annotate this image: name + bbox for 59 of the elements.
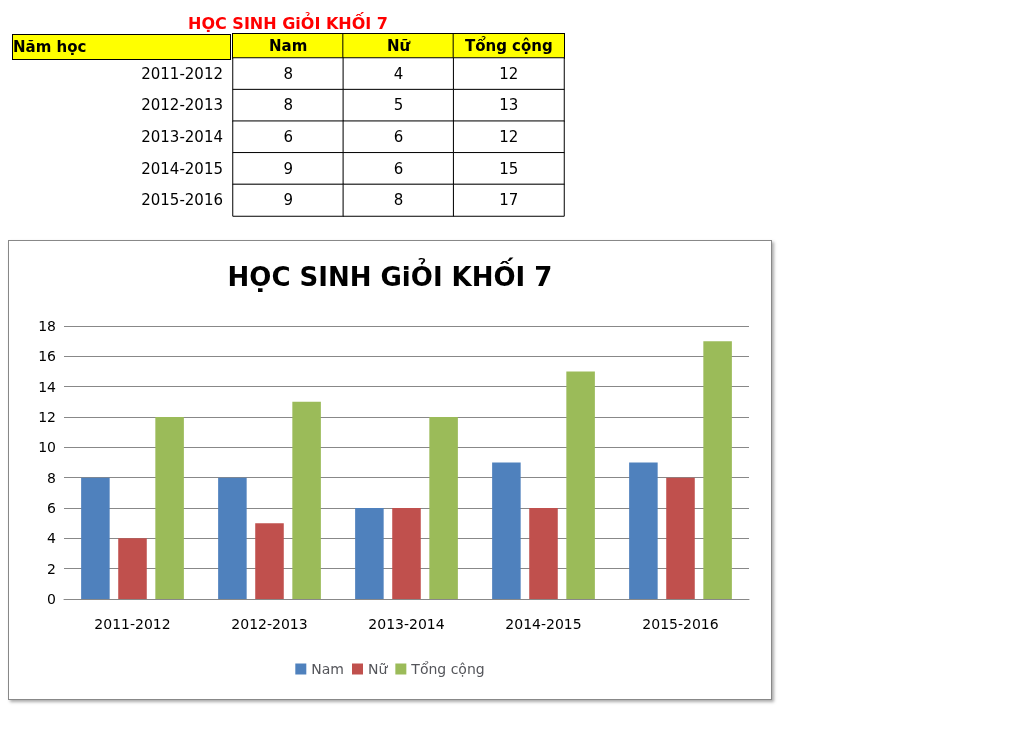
y-tick-label: 2014-2015 bbox=[141, 159, 223, 178]
legend-label: Tổng cộng bbox=[410, 661, 485, 677]
bar bbox=[703, 341, 732, 599]
data-label: 6 bbox=[393, 128, 404, 146]
data-label: 8 bbox=[283, 96, 293, 115]
data-label: 9 bbox=[283, 159, 293, 178]
bar bbox=[292, 401, 321, 599]
y-tick-label: 18 bbox=[38, 318, 56, 334]
x-tick-label: 2012-2013 bbox=[231, 616, 308, 632]
x-tick-label: 2014-2015 bbox=[505, 616, 582, 632]
bar bbox=[492, 462, 521, 599]
x-tick-label: 2011-2012 bbox=[94, 616, 171, 632]
y-tick-label: 8 bbox=[47, 469, 56, 486]
bar bbox=[429, 417, 458, 599]
x-tick-label: 2015-2016 bbox=[642, 616, 719, 632]
text: Năm học bbox=[13, 38, 87, 56]
data-label: 6 bbox=[283, 128, 293, 146]
data-label: 6 bbox=[393, 159, 404, 178]
chart-title: HỌC SINH GiỎI KHỐI 7 bbox=[188, 11, 388, 33]
bar bbox=[392, 508, 421, 599]
y-tick-label: 4 bbox=[47, 530, 57, 547]
y-tick-label: 2013-2014 bbox=[141, 128, 223, 146]
data-label: 8 bbox=[283, 64, 293, 83]
bar bbox=[355, 508, 384, 599]
data-label: 15 bbox=[499, 159, 519, 178]
bar bbox=[529, 508, 558, 599]
y-tick-label: 12 bbox=[38, 409, 56, 425]
x-tick-label: Nam bbox=[269, 37, 308, 55]
bar bbox=[566, 371, 595, 599]
data-label: 5 bbox=[393, 96, 404, 115]
legend-label: Nam bbox=[311, 661, 345, 677]
data-label: 12 bbox=[499, 128, 519, 146]
y-tick-label: 6 bbox=[47, 500, 57, 516]
y-tick-label: 16 bbox=[38, 348, 57, 365]
data-label: 9 bbox=[283, 191, 293, 210]
y-tick-label: 0 bbox=[47, 591, 56, 607]
x-tick-label: Nữ bbox=[386, 37, 411, 55]
legend-label: Nữ bbox=[368, 661, 389, 677]
x-tick-label: 2013-2014 bbox=[368, 616, 445, 632]
bar bbox=[629, 462, 658, 599]
data-label: 12 bbox=[499, 64, 519, 83]
bar bbox=[81, 477, 110, 599]
data-label: 4 bbox=[393, 64, 404, 83]
bar bbox=[218, 477, 247, 599]
y-tick-label: 2 bbox=[47, 560, 56, 577]
y-tick-label: 2011-2012 bbox=[141, 64, 223, 83]
bar bbox=[255, 523, 284, 599]
y-tick-label: 2012-2013 bbox=[141, 96, 223, 115]
x-tick-label: Tổng cộng bbox=[464, 36, 553, 55]
data-label: 17 bbox=[499, 191, 519, 210]
y-tick-label: 14 bbox=[38, 378, 57, 395]
y-tick-label: 10 bbox=[38, 439, 56, 456]
bar bbox=[666, 477, 695, 599]
bar bbox=[155, 417, 184, 599]
chart-title: HỌC SINH GiỎI KHỐI 7 bbox=[227, 257, 553, 292]
y-tick-label: 2015-2016 bbox=[141, 191, 223, 210]
bar bbox=[118, 538, 147, 599]
data-label: 8 bbox=[393, 191, 404, 210]
data-label: 13 bbox=[499, 96, 519, 115]
